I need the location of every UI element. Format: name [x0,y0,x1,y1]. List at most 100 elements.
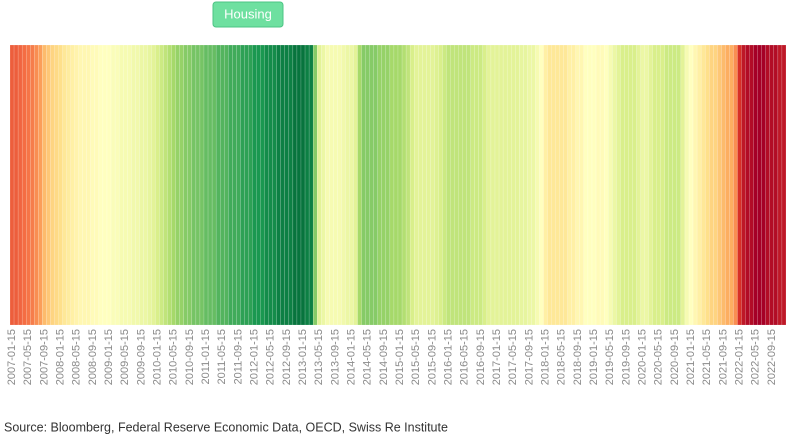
heat-cell [519,44,524,326]
heat-cell [252,44,257,326]
x-tick-label: 2017-05-15 [507,329,519,385]
x-tick-label: 2016-09-15 [475,329,487,385]
heat-cell [446,44,451,326]
x-tick-label: 2010-05-15 [168,329,180,385]
heat-cell [511,44,516,326]
heat-cell [94,44,100,326]
heat-cell [244,44,249,326]
heat-cell [377,44,382,326]
heat-cell [709,44,714,326]
x-tick-label: 2011-05-15 [216,329,228,384]
heat-cell [240,44,245,326]
heat-cell [676,44,682,326]
heat-cell [426,44,431,326]
heat-cell [308,44,314,326]
heat-cell [660,44,665,326]
heat-cell [579,44,585,326]
heat-cell [648,44,653,326]
x-tick-label: 2008-05-15 [71,329,83,385]
x-tick-label: 2021-05-15 [701,329,713,385]
heat-cell [167,44,172,326]
heat-cell [191,44,197,326]
heat-cell [616,44,621,326]
heat-cell [470,44,475,326]
heat-cell [54,44,59,326]
heat-cell [668,44,673,326]
heat-cell [628,44,633,326]
heat-cell [312,44,318,326]
heat-cell [765,44,770,326]
heat-cell [110,44,116,326]
heat-cell [644,44,649,326]
heat-cell [640,44,645,326]
x-tick-label: 2015-05-15 [410,329,422,385]
heat-cell [256,44,261,326]
x-tick-label: 2019-09-15 [620,329,632,385]
heat-cell [62,44,67,326]
heat-cell [349,44,354,326]
heat-cell [389,44,395,326]
heat-cell [567,44,572,326]
x-tick-label: 2018-01-15 [539,329,551,385]
heat-cell [175,44,180,326]
heat-cell [555,44,560,326]
heat-cell [652,44,657,326]
x-tick-label: 2007-09-15 [38,329,50,385]
legend-button[interactable] [212,1,284,28]
x-tick-label: 2013-01-15 [297,329,309,385]
heat-cell [777,44,783,326]
heat-cell [430,44,435,326]
heat-cell [195,44,201,326]
heat-cell [329,44,334,326]
heat-cell [571,44,576,326]
heat-cell [345,44,350,326]
heat-cell [50,44,55,326]
heat-cell [26,44,31,326]
heat-cell [296,44,302,326]
heat-cell [608,44,613,326]
x-tick-label: 2012-09-15 [281,329,293,385]
heat-cell [82,44,87,326]
heat-cell [442,44,447,326]
heat-cell [203,44,209,326]
heat-cell [515,44,520,326]
x-tick-label: 2011-09-15 [232,329,244,384]
heat-cell [38,44,43,326]
heat-cell [385,44,391,326]
heat-cell [781,44,787,326]
heat-cell [733,44,738,326]
heat-cell [729,44,734,326]
legend-label[interactable]: Housing [224,6,272,21]
heat-cell [664,44,669,326]
heat-cell [98,44,104,326]
heat-cell [106,44,112,326]
heat-cell [159,44,164,326]
x-tick-label: 2018-05-15 [556,329,568,385]
x-tick-label: 2017-01-15 [491,329,503,385]
heat-cell [9,44,15,326]
heat-cell [761,44,766,326]
x-tick-label: 2007-01-15 [6,329,18,385]
x-tick-label: 2007-05-15 [22,329,34,385]
heat-cell [547,44,552,326]
x-tick-label: 2013-05-15 [313,329,325,385]
heat-cell [595,44,601,326]
heat-cell [539,44,544,326]
heat-cell [741,44,746,326]
heat-cell [17,44,23,326]
heat-cell [559,44,564,326]
heat-cell [248,44,253,326]
x-tick-label: 2012-05-15 [265,329,277,385]
heat-cell [454,44,459,326]
x-tick-label: 2020-09-15 [669,329,681,385]
heat-cell [272,44,277,326]
heat-cell [688,44,694,326]
heat-cell [680,44,686,326]
x-tick-label: 2019-05-15 [604,329,616,385]
x-tick-label: 2015-09-15 [426,329,438,385]
heat-cell [486,44,492,326]
heat-cell [317,44,322,326]
heat-cell [325,44,330,326]
heat-cell [482,44,488,326]
heat-cell [236,44,241,326]
